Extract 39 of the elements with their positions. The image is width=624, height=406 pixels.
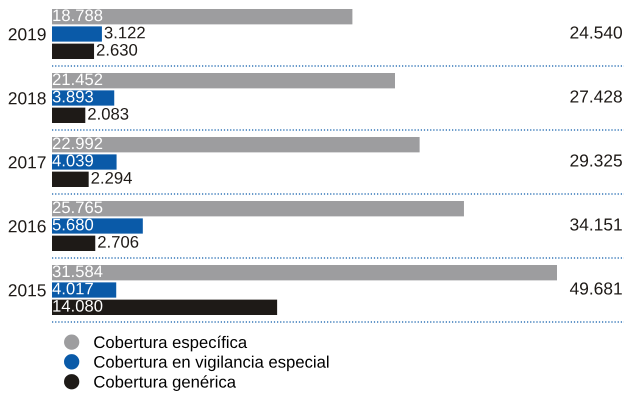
y-tick-label: 2018 bbox=[8, 92, 46, 104]
data-label: 18.788 bbox=[53, 9, 102, 22]
data-label: 2.294 bbox=[92, 172, 132, 184]
y-tick-label: 2016 bbox=[8, 220, 46, 232]
bar bbox=[52, 9, 352, 24]
data-label: 25.765 bbox=[52, 201, 102, 214]
bar bbox=[52, 300, 278, 315]
bar bbox=[52, 73, 395, 88]
bar bbox=[52, 108, 86, 123]
text: 27.428 bbox=[570, 90, 622, 103]
bar bbox=[52, 236, 96, 251]
data-label: 5.680 bbox=[52, 218, 94, 230]
data-label: 31.584 bbox=[52, 265, 103, 278]
bar bbox=[52, 201, 464, 216]
bar bbox=[52, 265, 557, 280]
text: 29.325 bbox=[570, 154, 622, 167]
y-tick-label: 2015 bbox=[8, 284, 46, 296]
legend-label: Cobertura específica bbox=[94, 336, 248, 352]
y-tick-label: 2017 bbox=[8, 156, 46, 168]
bar bbox=[52, 172, 89, 187]
data-label: 21.452 bbox=[52, 73, 102, 86]
text: 34.151 bbox=[570, 218, 622, 231]
data-label: 14.080 bbox=[53, 300, 102, 312]
text: 24.540 bbox=[570, 26, 622, 39]
data-label: 2.083 bbox=[88, 108, 128, 120]
data-label: 22.992 bbox=[52, 137, 102, 150]
text: 49.681 bbox=[570, 282, 622, 295]
data-label: 2.630 bbox=[96, 44, 138, 56]
data-label: 3.122 bbox=[104, 26, 145, 38]
data-label: 2.706 bbox=[98, 236, 138, 248]
bar bbox=[52, 137, 420, 152]
bar bbox=[52, 44, 94, 59]
y-tick-label: 2019 bbox=[8, 28, 46, 40]
legend-label: Cobertura en vigilancia especial bbox=[94, 356, 328, 372]
data-label: 3.893 bbox=[52, 90, 94, 102]
data-label: 4.039 bbox=[52, 154, 93, 166]
bar bbox=[52, 26, 102, 42]
data-label: 4.017 bbox=[52, 282, 93, 294]
legend-label: Cobertura genérica bbox=[94, 375, 236, 391]
